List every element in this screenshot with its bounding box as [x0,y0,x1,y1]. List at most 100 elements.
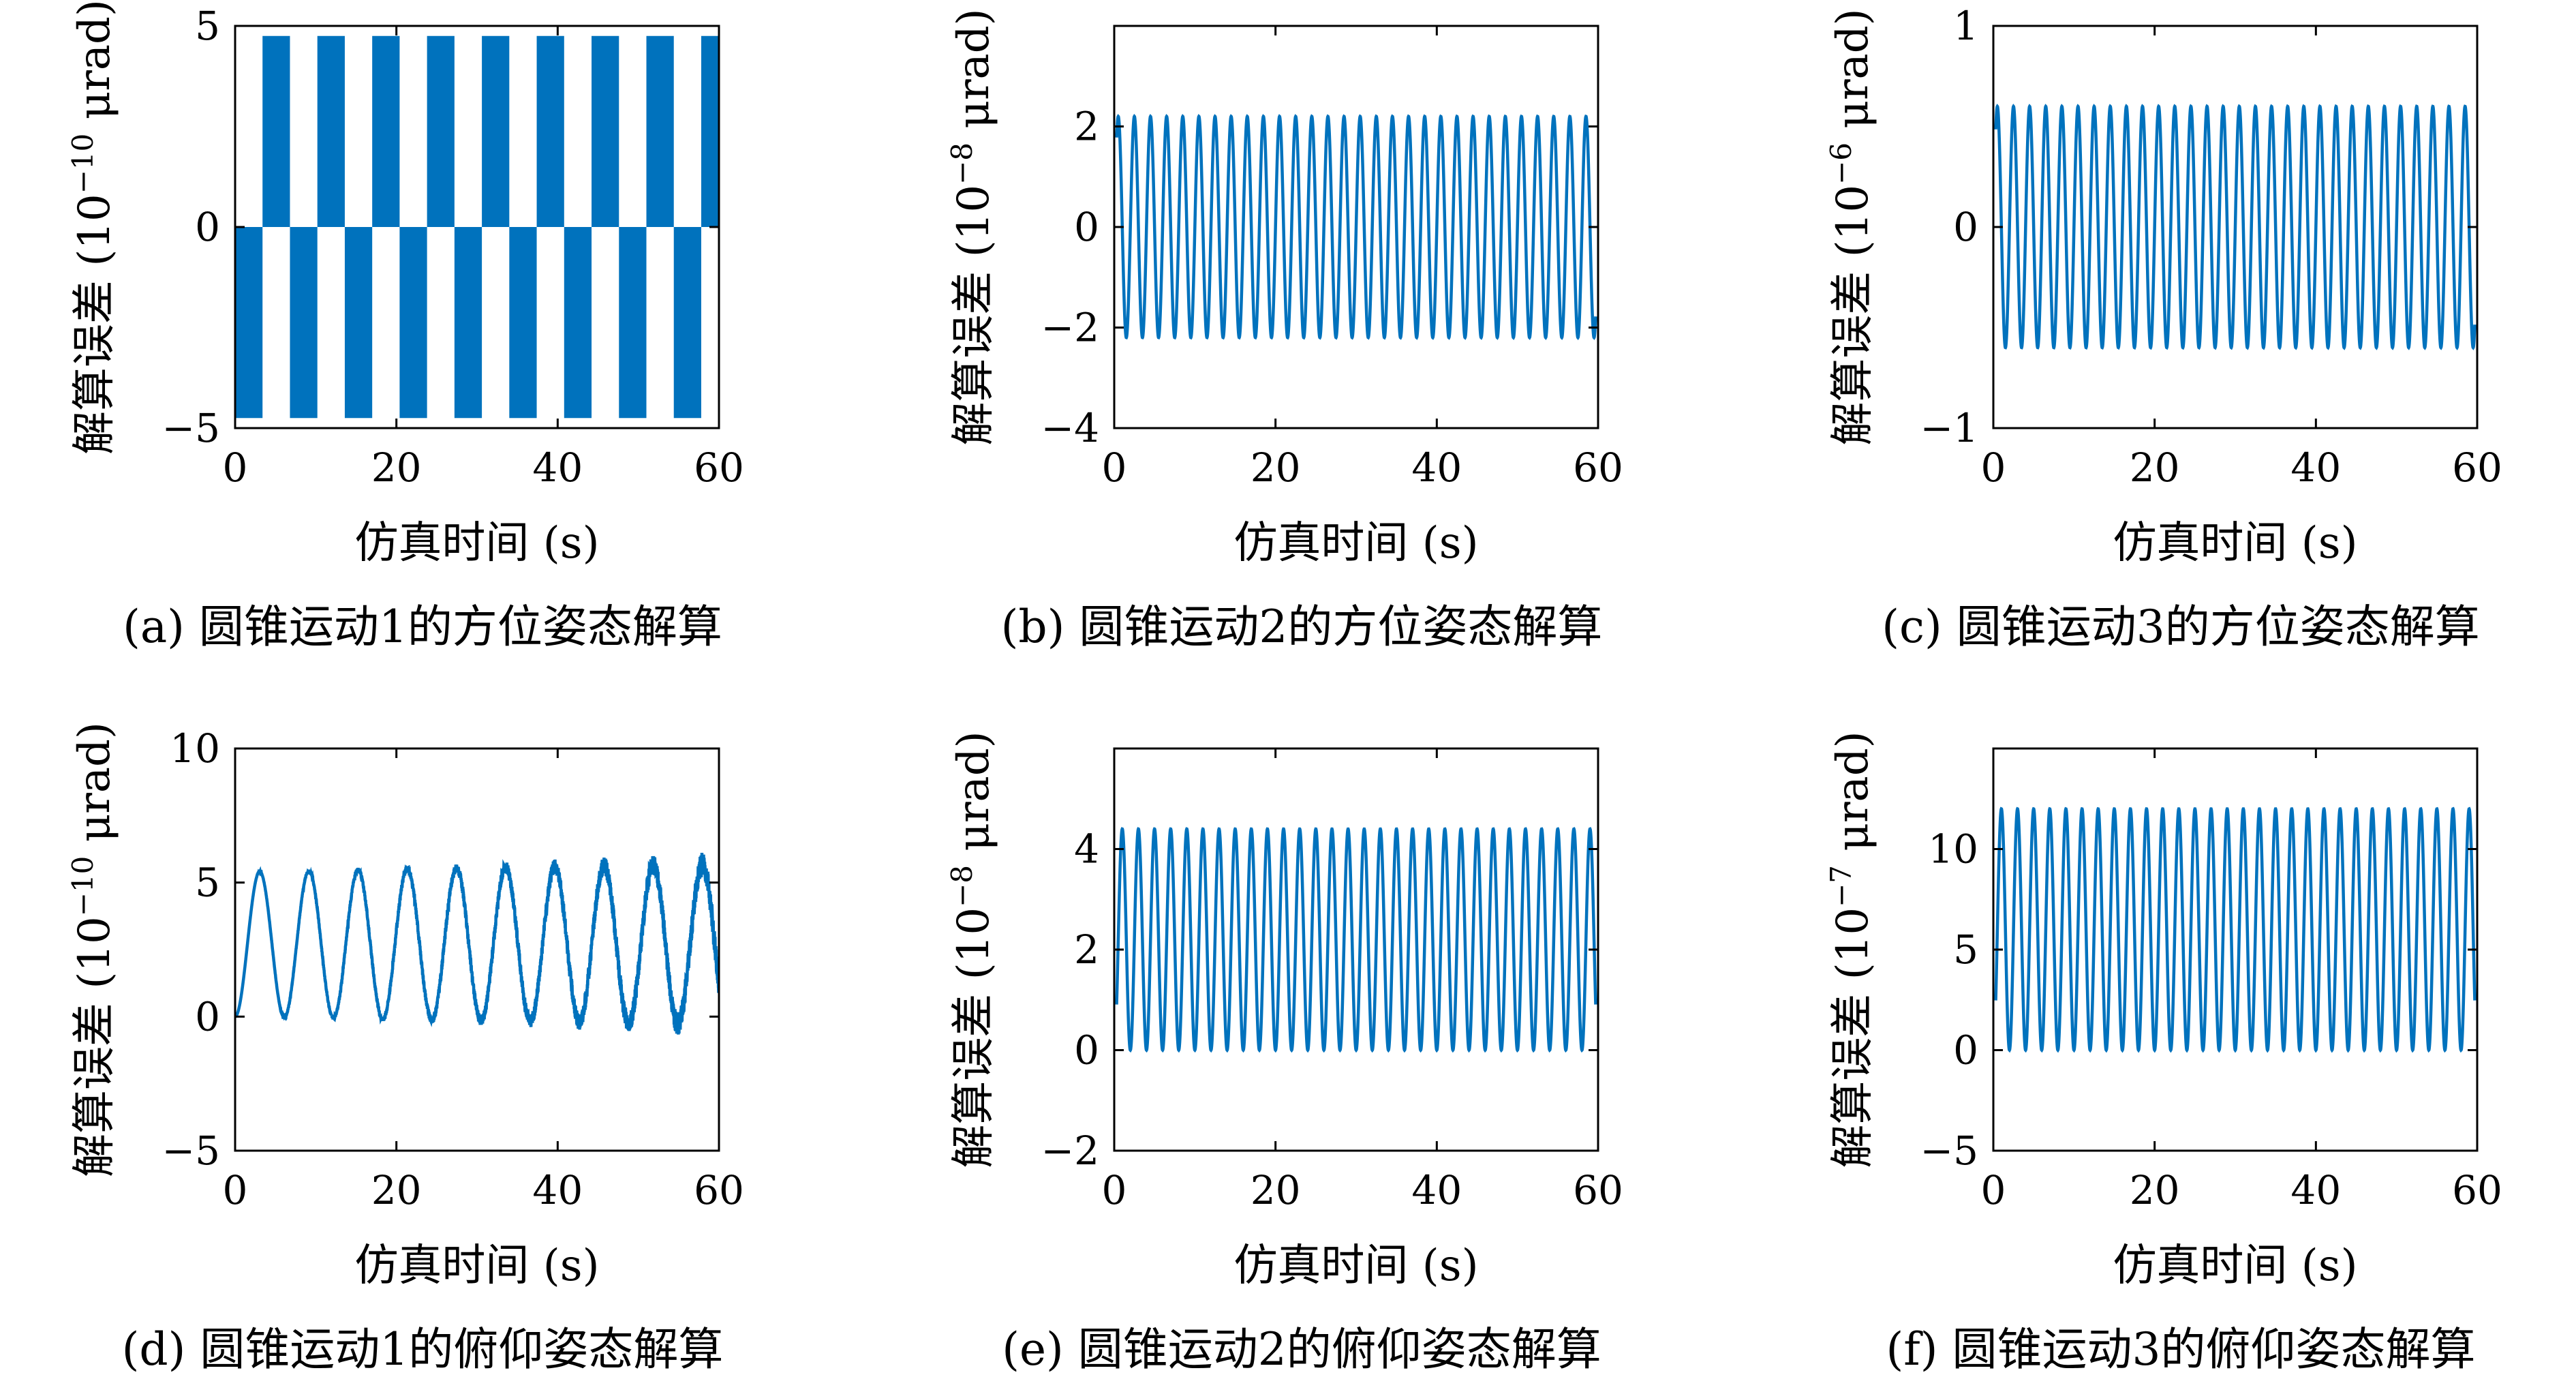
y-tick-label: 0 [195,993,220,1040]
y-tick-label: −5 [162,1128,221,1174]
bar-a-7 [427,35,455,227]
y-tick-label: 10 [170,725,220,772]
y-axis-label: 解算误差 (10−10 μrad) [66,0,120,455]
x-tick-label: 0 [1981,1167,2006,1213]
bar-a-6 [399,227,427,419]
y-tick-label: 10 [1928,826,1978,873]
x-axis-label: 仿真时间 (s) [2113,1241,2357,1291]
x-axis-label: 仿真时间 (s) [1233,1241,1478,1291]
x-tick-label: 0 [1102,444,1127,491]
data-series-d [235,853,719,1035]
x-tick-label: 0 [1102,1167,1127,1213]
line-c [1994,104,2477,350]
x-tick-label: 60 [1573,444,1623,491]
y-tick-label: 2 [1074,926,1099,973]
y-axis-label: 解算误差 (10−10 μrad) [66,722,120,1177]
x-tick-label: 40 [532,1167,583,1213]
line-e [1115,827,1597,1053]
line-b [1115,114,1597,340]
x-tick-label: 40 [2290,444,2341,491]
bar-a-9 [482,35,510,227]
y-tick-label: 5 [195,3,220,49]
caption-d: (d) 圆锥运动1的俯仰姿态解算 [121,1323,724,1376]
y-tick-label: −5 [1920,1128,1979,1174]
x-axis-label: 仿真时间 (s) [354,1241,599,1291]
bar-a-10 [509,227,537,419]
plot-frame-d [234,747,720,1152]
caption-f: (f) 圆锥运动3的俯仰姿态解算 [1886,1323,2476,1376]
x-tick-label: 20 [371,444,422,491]
caption-b: (b) 圆锥运动2的方位姿态解算 [1000,601,1603,653]
x-tick-label: 20 [2130,444,2180,491]
chart-panel-c: 0 20 40 60 −1 0 1 仿真时间 (s) 解算误差 (10−6 μrad) (c) 圆… [1758,0,2576,653]
caption-e: (e) 圆锥运动2的俯仰姿态解算 [1002,1323,1601,1376]
bar-a-15 [646,35,674,227]
data-series-b [1115,114,1597,340]
plot-frame-e [1113,747,1599,1152]
caption-a: (a) 圆锥运动1的方位姿态解算 [123,601,722,653]
y-tick-label: −5 [162,405,221,451]
bar-a-17 [701,35,719,227]
x-tick-label: 40 [532,444,583,491]
x-tick-label: 60 [694,444,744,491]
x-tick-label: 20 [2130,1167,2180,1213]
data-series-c [1994,104,2477,350]
bar-a-2 [290,227,318,419]
x-tick-label: 60 [694,1167,744,1213]
y-tick-label: 0 [195,204,220,250]
y-tick-label: −1 [1920,405,1979,451]
y-tick-label: −4 [1041,405,1100,451]
data-series-f [1994,806,2477,1053]
bar-a-11 [536,35,564,227]
x-tick-label: 20 [371,1167,422,1213]
y-axis-label: 解算误差 (10−8 μrad) [945,8,999,445]
line-f [1994,806,2477,1053]
bar-a-8 [454,227,482,419]
y-tick-label: 5 [195,860,220,906]
y-tick-label: 0 [1074,1027,1099,1074]
y-tick-label: 0 [1953,204,1978,250]
y-tick-label: 0 [1074,204,1099,250]
x-tick-label: 20 [1251,444,1301,491]
y-tick-label: 5 [1953,926,1978,973]
y-axis-label: 解算误差 (10−6 μrad) [1824,8,1878,445]
bar-a-3 [317,35,345,227]
x-axis-label: 仿真时间 (s) [2113,518,2357,569]
chart-panel-d: 0 20 40 60 −5 0 5 10 仿真时间 (s) 解算误差 (10−10 μrad) (d… [0,722,845,1376]
y-tick-label: 1 [1953,3,1978,49]
y-tick-label: −2 [1041,1128,1100,1174]
x-axis-label: 仿真时间 (s) [1233,518,1478,569]
x-tick-label: 0 [223,1167,248,1213]
x-axis-label: 仿真时间 (s) [354,518,599,569]
y-axis-label: 解算误差 (10−8 μrad) [945,731,999,1168]
x-tick-label: 40 [1411,1167,1462,1213]
bar-a-12 [564,227,592,419]
data-series-e [1115,827,1597,1053]
bar-a-16 [673,227,701,419]
chart-panel-f: 0 20 40 60 −5 0 5 10 仿真时间 (s) 解算误差 (10−7 μrad) (f)… [1758,723,2576,1376]
caption-c: (c) 圆锥运动3的方位姿态解算 [1882,601,2480,653]
x-tick-label: 60 [2452,444,2502,491]
chart-panel-b: 0 20 40 60 −4 −2 0 2 仿真时间 (s) 解算误差 (10−8 μrad) (b)… [879,0,1724,653]
bar-a-14 [619,227,647,419]
x-tick-label: 40 [2290,1167,2341,1213]
bar-a-1 [262,35,290,227]
chart-panel-e: 0 20 40 60 −2 0 2 4 仿真时间 (s) 解算误差 (10−8 μrad) (e) … [879,723,1724,1376]
y-tick-label: −2 [1041,305,1100,351]
x-tick-label: 0 [1981,444,2006,491]
bar-a-5 [372,35,400,227]
x-tick-label: 60 [1573,1167,1623,1213]
chart-panel-a: 0 20 40 60 −5 0 5 仿真时间 (s) 解算误差 (10−10 μrad) (a) … [0,0,845,653]
data-series-a [235,35,719,419]
y-tick-label: 2 [1074,104,1099,150]
y-axis-label: 解算误差 (10−7 μrad) [1824,731,1878,1168]
bar-a-4 [344,227,373,419]
x-tick-label: 40 [1411,444,1462,491]
bar-a-0 [235,227,263,419]
y-tick-label: 4 [1074,826,1099,873]
